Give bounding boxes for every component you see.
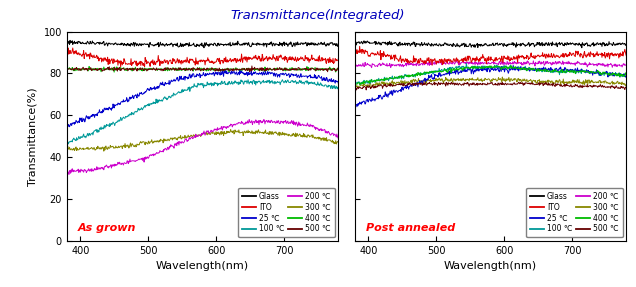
Legend: Glass, ITO, 25 ℃, 100 ℃, 200 ℃, 300 ℃, 400 ℃, 500 ℃: Glass, ITO, 25 ℃, 100 ℃, 200 ℃, 300 ℃, 4… (238, 188, 335, 237)
Y-axis label: Transmittance(%): Transmittance(%) (28, 87, 38, 186)
X-axis label: Wavelength(nm): Wavelength(nm) (444, 261, 537, 272)
X-axis label: Wavelength(nm): Wavelength(nm) (156, 261, 249, 272)
Text: As grown: As grown (78, 223, 136, 232)
Text: Post annealed: Post annealed (366, 223, 455, 232)
Text: Transmittance(Integrated): Transmittance(Integrated) (231, 9, 405, 22)
Legend: Glass, ITO, 25 ℃, 100 ℃, 200 ℃, 300 ℃, 400 ℃, 500 ℃: Glass, ITO, 25 ℃, 100 ℃, 200 ℃, 300 ℃, 4… (527, 188, 623, 237)
